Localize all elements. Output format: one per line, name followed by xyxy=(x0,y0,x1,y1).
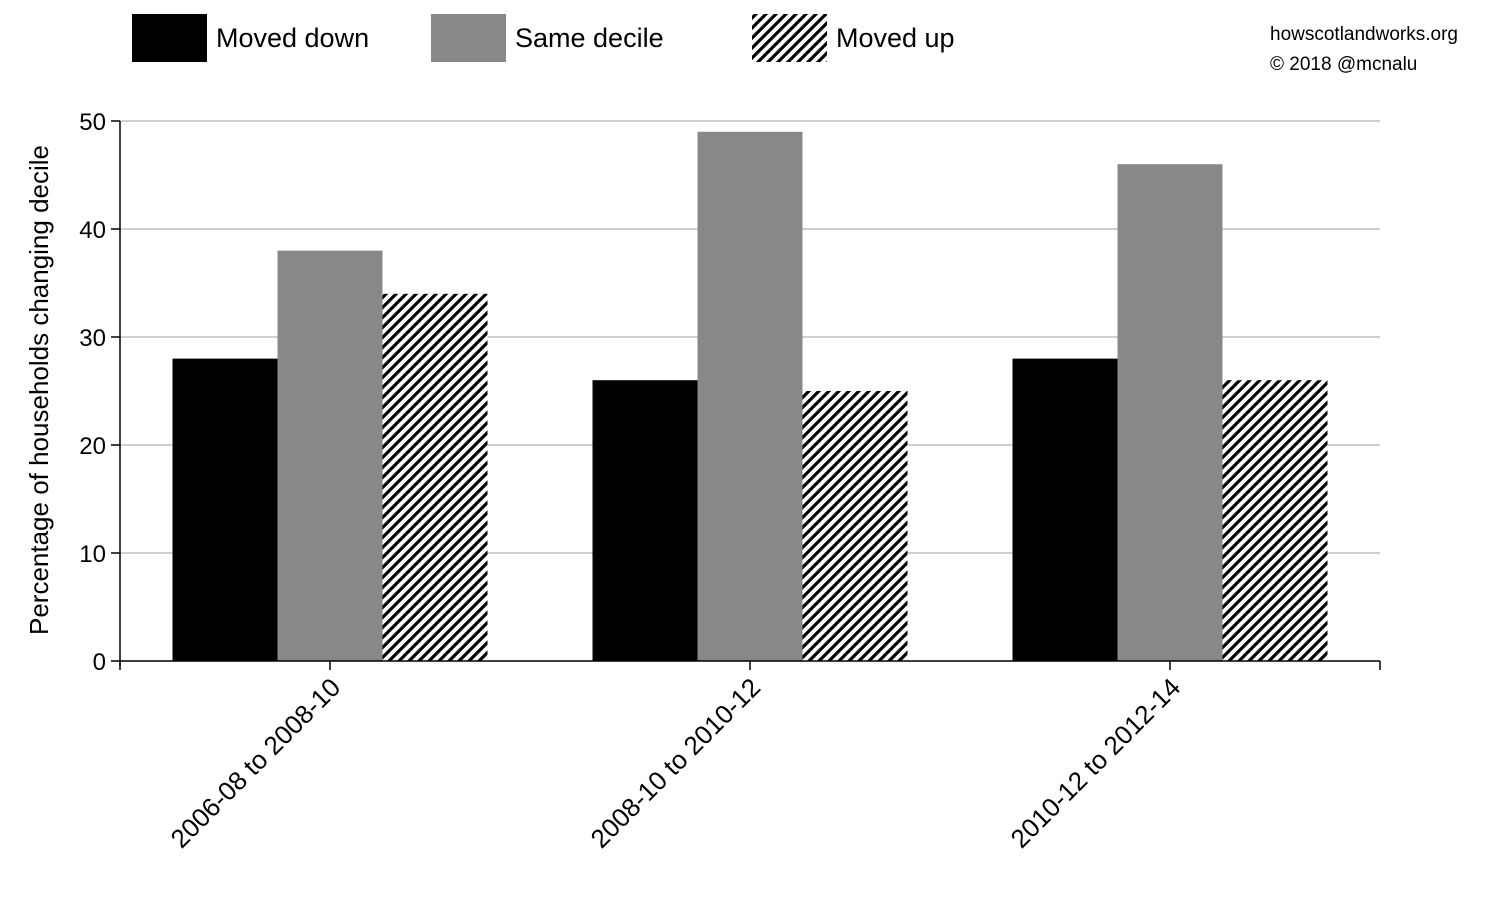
legend-swatch-moved-down xyxy=(132,14,207,62)
bar-moved-down-1 xyxy=(172,358,278,661)
y-tick-label-50: 50 xyxy=(79,109,106,136)
bar-moved-up-2 xyxy=(802,391,908,661)
legend-swatch-moved-up xyxy=(752,14,827,62)
bar-moved-up-1 xyxy=(382,293,488,661)
bar-moved-up-3 xyxy=(1222,380,1328,661)
bar-same-decile-3 xyxy=(1117,164,1223,661)
x-tick-label-2: 2008-10 to 2010-12 xyxy=(585,672,767,854)
bar-same-decile-1 xyxy=(277,250,383,661)
bar-moved-down-3 xyxy=(1012,358,1118,661)
y-tick-label-10: 10 xyxy=(79,541,106,568)
y-tick-label-30: 30 xyxy=(79,325,106,352)
x-tick-label-3: 2010-12 to 2012-14 xyxy=(1005,672,1187,854)
bars xyxy=(172,131,1328,662)
y-tick-label-0: 0 xyxy=(93,649,106,676)
legend-label-same-decile: Same decile xyxy=(515,23,664,53)
legend: Moved down Same decile Moved up xyxy=(132,14,955,62)
legend-label-moved-up: Moved up xyxy=(836,23,955,53)
y-tick-label-20: 20 xyxy=(79,433,106,460)
bar-same-decile-2 xyxy=(697,131,803,662)
credit-copyright: © 2018 @mcnalu xyxy=(1270,54,1417,75)
legend-label-moved-down: Moved down xyxy=(216,23,369,53)
y-axis-title: Percentage of households changing decile xyxy=(24,145,54,635)
bar-moved-down-2 xyxy=(592,380,698,661)
credit-site: howscotlandworks.org xyxy=(1270,24,1458,45)
legend-swatch-same-decile xyxy=(431,14,506,62)
y-tick-label-40: 40 xyxy=(79,217,106,244)
x-tick-label-1: 2006-08 to 2008-10 xyxy=(165,672,347,854)
